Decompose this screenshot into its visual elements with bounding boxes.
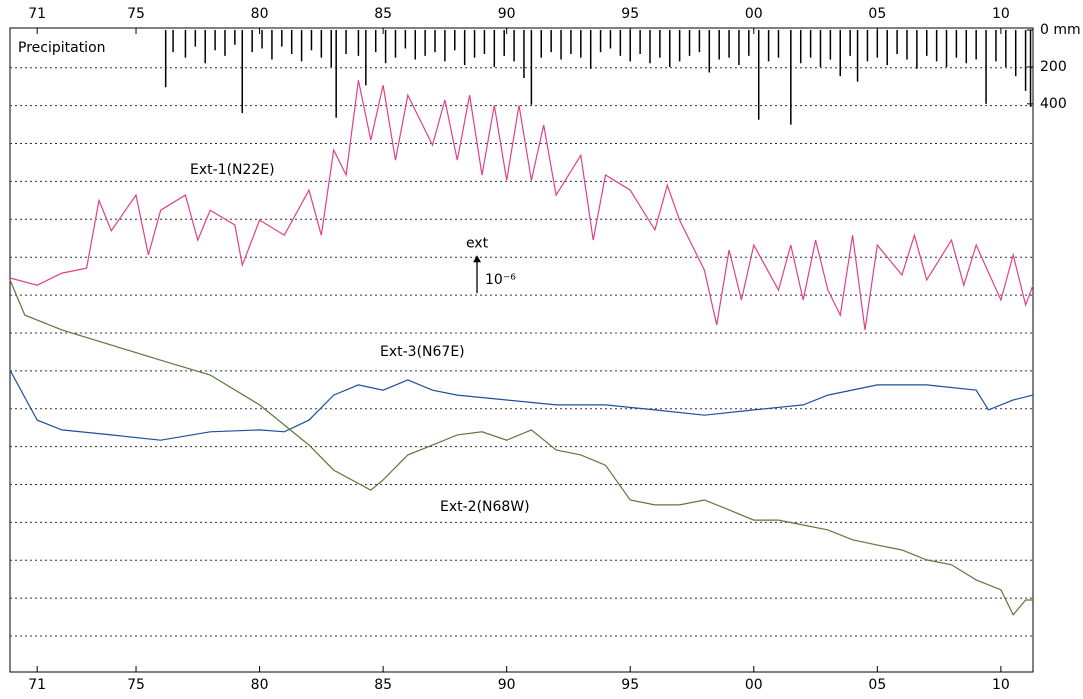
x-tick-label: 71 — [28, 6, 46, 22]
x-tick-label: 85 — [374, 6, 392, 22]
series-label: Ext-3(N67E) — [380, 344, 465, 360]
x-tick-label: 10 — [992, 6, 1010, 22]
x-tick-label: 05 — [868, 677, 886, 693]
x-tick-label: 90 — [498, 6, 516, 22]
plot-frame — [9, 27, 1034, 673]
series-label: Ext-1(N22E) — [190, 162, 275, 178]
series-label: Ext-2(N68W) — [440, 499, 530, 515]
x-tick-label: 80 — [251, 677, 269, 693]
x-tick-label: 75 — [127, 677, 145, 693]
x-tick-label: 90 — [498, 677, 516, 693]
x-tick-label: 95 — [621, 677, 639, 693]
scale-label: ext — [466, 235, 489, 251]
x-tick-label: 75 — [127, 6, 145, 22]
x-tick-label: 71 — [28, 677, 46, 693]
scale-unit: 10⁻⁶ — [485, 272, 516, 288]
y-tick-label: 0 mm — [1040, 22, 1081, 38]
x-tick-label: 05 — [868, 6, 886, 22]
x-tick-label: 00 — [745, 677, 763, 693]
x-tick-label: 80 — [251, 6, 269, 22]
scale-arrow — [473, 255, 482, 263]
x-tick-label: 00 — [745, 6, 763, 22]
precip-title: Precipitation — [18, 40, 106, 56]
y-tick-label: 200 — [1040, 59, 1067, 75]
series-line — [9, 369, 1034, 441]
x-tick-label: 95 — [621, 6, 639, 22]
series-line — [9, 279, 1033, 616]
x-tick-label: 85 — [374, 677, 392, 693]
series-line — [9, 80, 1034, 330]
x-tick-label: 10 — [992, 677, 1010, 693]
y-tick-label: 400 — [1040, 96, 1067, 112]
